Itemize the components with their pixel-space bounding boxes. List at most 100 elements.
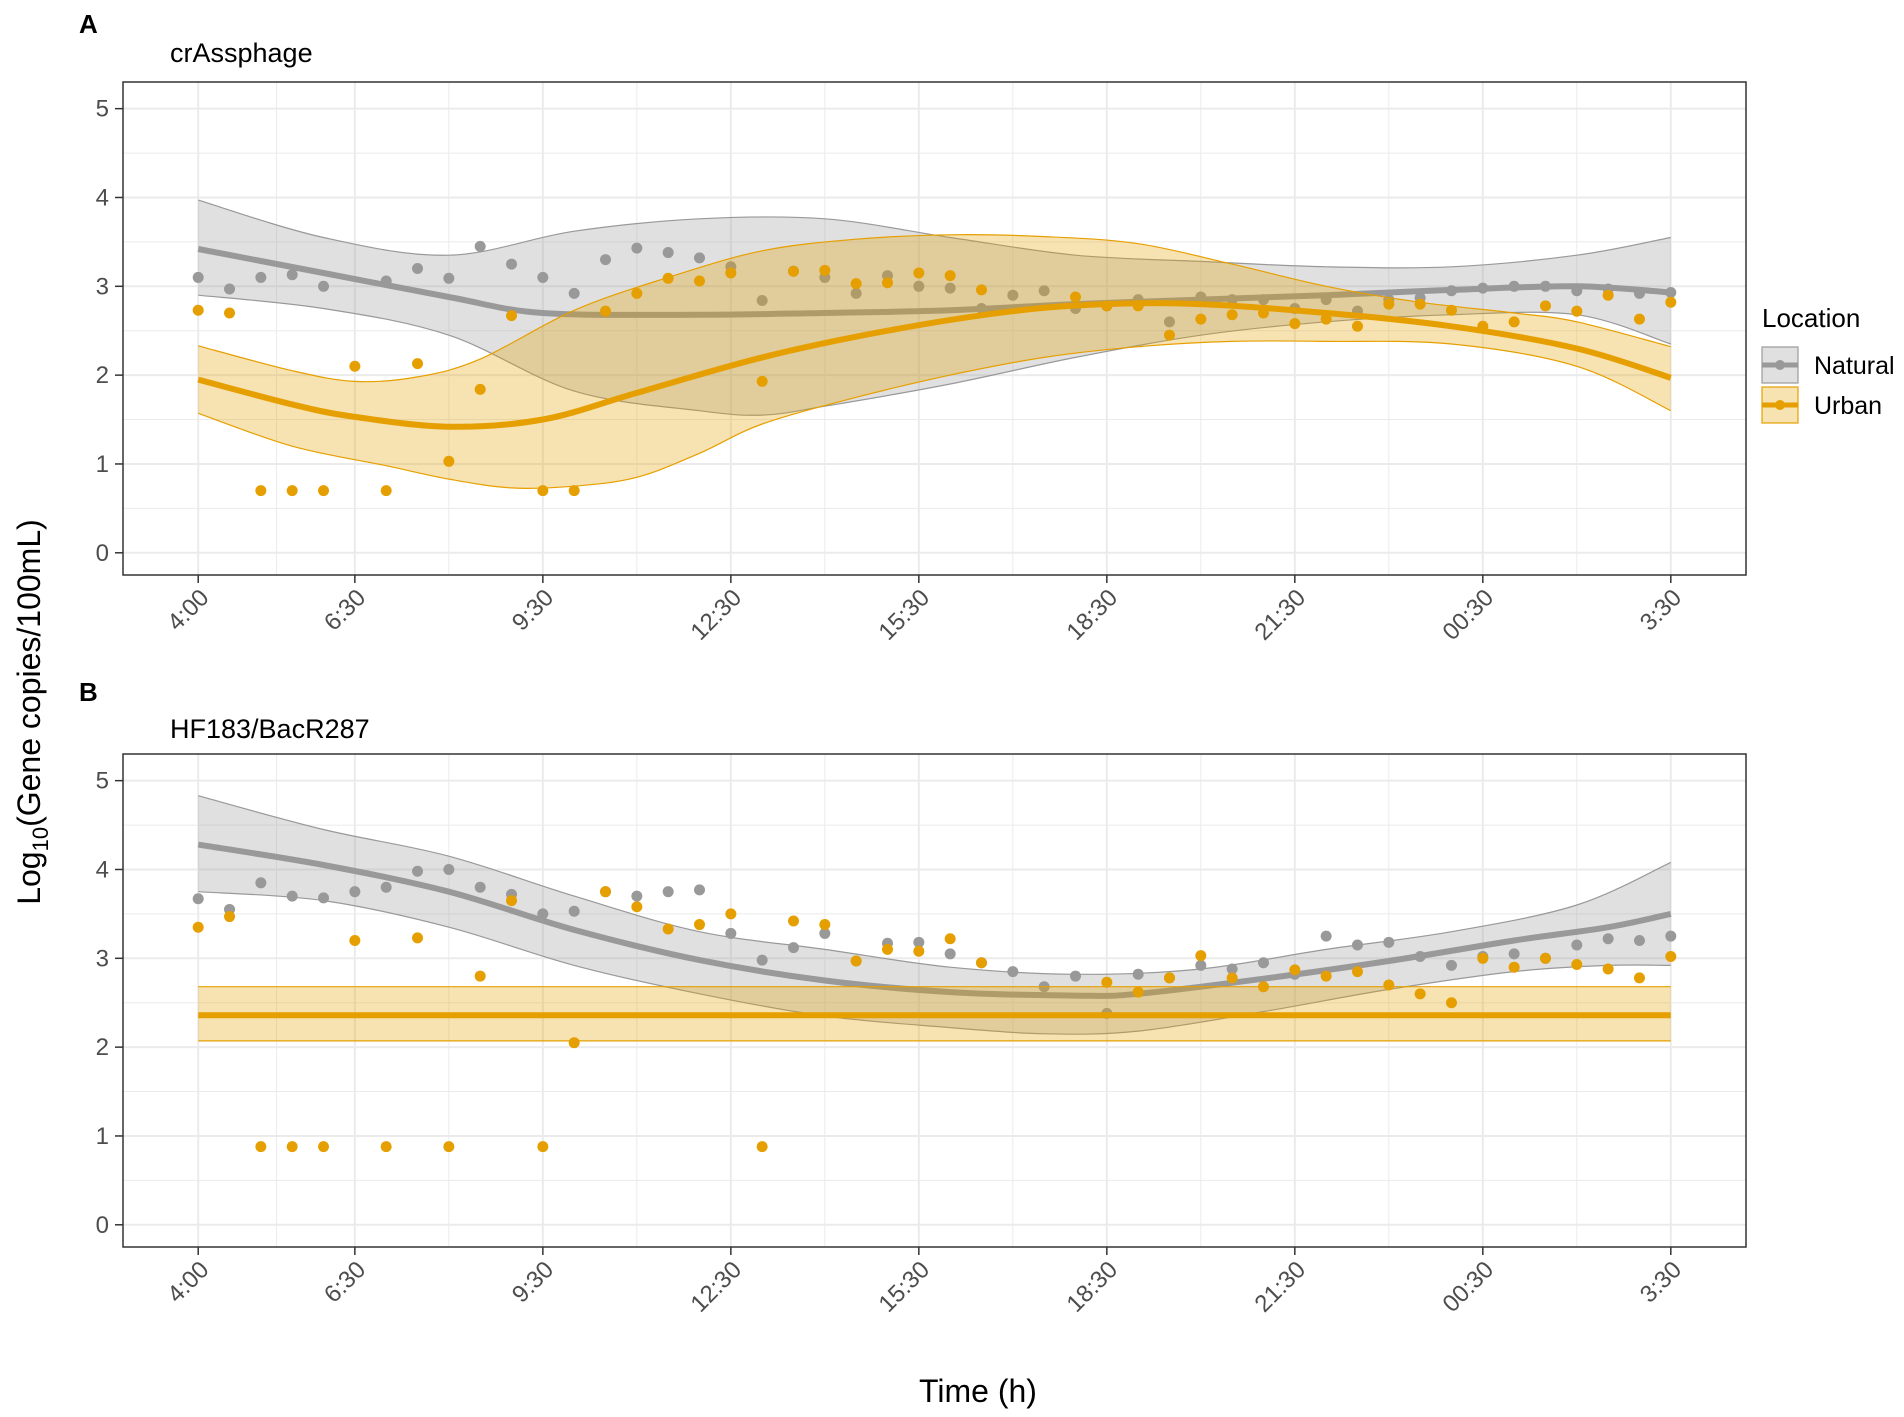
data-point-natural bbox=[1226, 294, 1238, 306]
data-point-urban bbox=[725, 267, 737, 279]
data-point-natural bbox=[756, 954, 768, 966]
data-point-urban bbox=[568, 485, 580, 497]
data-point-urban bbox=[600, 886, 612, 898]
data-point-urban bbox=[1633, 972, 1645, 984]
data-point-urban bbox=[224, 307, 236, 319]
data-point-urban bbox=[255, 485, 267, 497]
data-point-natural bbox=[850, 287, 862, 299]
data-point-natural bbox=[975, 303, 987, 315]
data-point-natural bbox=[1163, 316, 1175, 328]
data-point-urban bbox=[1477, 320, 1489, 332]
x-tick-label: 12:30 bbox=[685, 584, 747, 646]
y-tick-label: 3 bbox=[96, 945, 109, 972]
data-point-natural bbox=[1038, 285, 1050, 297]
data-point-urban bbox=[1445, 304, 1457, 316]
data-point-urban bbox=[1477, 952, 1489, 964]
ci-upper-natural bbox=[198, 199, 1671, 269]
y-axis: 0 1 2 3 4 5 bbox=[96, 96, 123, 567]
data-point-natural bbox=[537, 271, 549, 283]
y-tick-label: 5 bbox=[96, 768, 109, 795]
data-point-urban bbox=[1414, 298, 1426, 310]
y-axis-title: Log10(Gene copies/100mL) bbox=[11, 519, 53, 905]
data-point-natural bbox=[474, 240, 486, 252]
data-point-urban bbox=[224, 911, 236, 923]
data-point-urban bbox=[537, 485, 549, 497]
fit-line-natural bbox=[197, 841, 1672, 999]
data-point-natural bbox=[1571, 939, 1583, 951]
data-point-urban bbox=[819, 919, 831, 931]
data-point-urban bbox=[474, 970, 486, 982]
grid bbox=[123, 82, 1746, 575]
data-point-urban bbox=[1445, 997, 1457, 1009]
data-point-urban bbox=[756, 375, 768, 387]
data-point-urban bbox=[192, 304, 204, 316]
x-tick-label: 6:30 bbox=[319, 1256, 371, 1308]
legend-item-natural: Natural bbox=[1761, 346, 1895, 384]
x-tick-label: 3:30 bbox=[1635, 1256, 1687, 1308]
data-point-natural bbox=[443, 863, 455, 875]
data-point-natural bbox=[819, 927, 831, 939]
data-point-natural bbox=[1445, 285, 1457, 297]
fit-line-urban bbox=[197, 300, 1672, 430]
data-point-natural bbox=[318, 892, 330, 904]
data-point-natural bbox=[913, 280, 925, 292]
data-point-urban bbox=[788, 915, 800, 927]
ci-ribbon-urban bbox=[198, 234, 1671, 489]
data-point-urban bbox=[1195, 950, 1207, 962]
data-point-urban bbox=[1289, 964, 1301, 976]
data-point-urban bbox=[286, 1141, 298, 1153]
data-point-urban bbox=[756, 1141, 768, 1153]
y-tick-label: 5 bbox=[96, 96, 109, 123]
data-point-urban bbox=[1539, 300, 1551, 312]
data-point-urban bbox=[1163, 972, 1175, 984]
data-point-urban bbox=[694, 275, 706, 287]
ci-upper-natural bbox=[198, 795, 1672, 975]
data-point-urban bbox=[568, 1037, 580, 1049]
data-point-urban bbox=[380, 1141, 392, 1153]
panel-title-crassphage: crAssphage bbox=[170, 38, 313, 68]
data-point-urban bbox=[600, 305, 612, 317]
data-point-urban bbox=[662, 272, 674, 284]
data-point-urban bbox=[1132, 300, 1144, 312]
data-point-natural bbox=[788, 942, 800, 954]
data-point-natural bbox=[1414, 951, 1426, 963]
y-tick-label: 3 bbox=[96, 273, 109, 300]
data-point-urban bbox=[850, 278, 862, 290]
data-point-natural bbox=[224, 283, 236, 295]
y-tick-label: 4 bbox=[96, 184, 109, 211]
data-point-natural bbox=[913, 936, 925, 948]
data-point-natural bbox=[1195, 959, 1207, 971]
data-point-natural bbox=[380, 275, 392, 287]
data-point-natural bbox=[412, 865, 424, 877]
data-point-urban bbox=[1508, 316, 1520, 328]
data-point-natural bbox=[412, 263, 424, 275]
data-point-natural bbox=[944, 282, 956, 294]
data-point-natural bbox=[1665, 930, 1677, 942]
data-point-natural bbox=[255, 877, 267, 889]
data-point-natural bbox=[1633, 935, 1645, 947]
data-point-urban bbox=[1665, 951, 1677, 963]
data-point-urban bbox=[1508, 961, 1520, 973]
data-point-natural bbox=[1665, 287, 1677, 299]
data-point-urban bbox=[694, 919, 706, 931]
data-point-urban bbox=[944, 933, 956, 945]
data-point-natural bbox=[1508, 948, 1520, 960]
data-point-natural bbox=[255, 271, 267, 283]
data-point-urban bbox=[1633, 313, 1645, 325]
y-tick-label: 0 bbox=[96, 540, 109, 567]
data-point-urban bbox=[537, 1141, 549, 1153]
data-point-urban bbox=[506, 895, 518, 907]
data-point-urban bbox=[349, 360, 361, 372]
data-point-urban bbox=[725, 908, 737, 920]
legend-label-urban: Urban bbox=[1814, 392, 1882, 420]
data-point-natural bbox=[1633, 287, 1645, 299]
data-point-urban bbox=[1257, 307, 1269, 319]
x-tick-label: 00:30 bbox=[1437, 584, 1499, 646]
y-axis: 0 1 2 3 4 5 bbox=[96, 768, 123, 1239]
x-tick-label: 18:30 bbox=[1061, 1256, 1123, 1318]
legend-point-natural bbox=[1775, 360, 1785, 370]
y-tick-label: 0 bbox=[96, 1212, 109, 1239]
data-point-natural bbox=[1320, 294, 1332, 306]
data-point-urban bbox=[1226, 972, 1238, 984]
data-point-urban bbox=[882, 943, 894, 955]
